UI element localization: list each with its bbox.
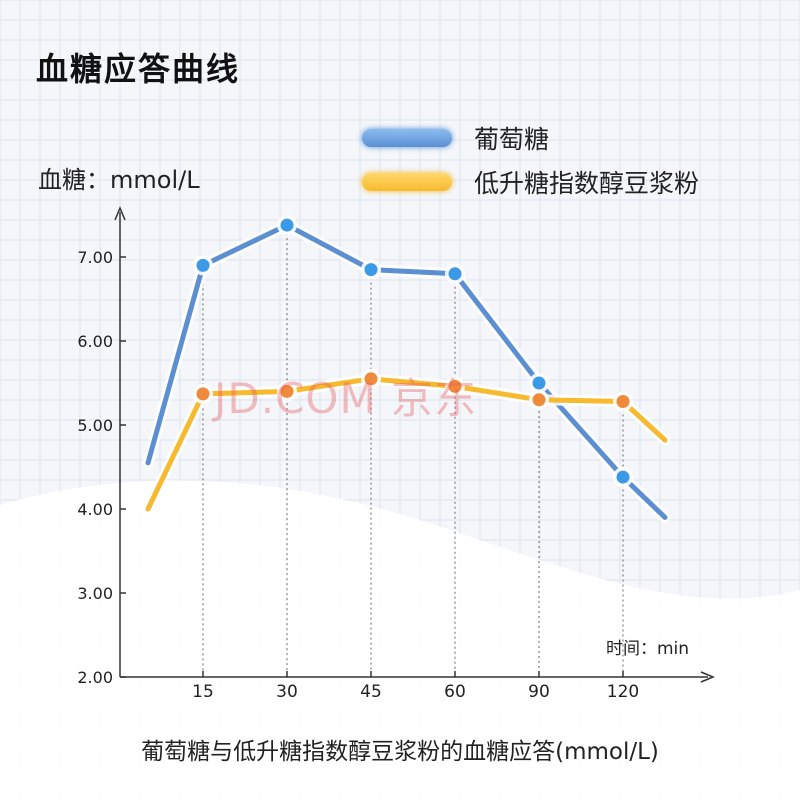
legend-swatch-glucose (362, 129, 452, 147)
legend-label-soy: 低升糖指数醇豆浆粉 (474, 169, 700, 198)
x-axis-unit-label: 时间：min (606, 639, 690, 659)
background-wave (0, 480, 800, 800)
x-tick-label: 45 (360, 682, 382, 702)
data-point-0-2 (364, 263, 378, 277)
data-point-0-4 (532, 376, 546, 390)
data-point-1-5 (616, 394, 630, 408)
y-tick-label: 2.00 (77, 668, 113, 687)
legend-label-glucose: 葡萄糖 (474, 125, 550, 154)
data-point-0-5 (616, 470, 630, 484)
data-point-1-1 (280, 384, 294, 398)
y-tick-label: 5.00 (77, 416, 113, 435)
series-line-1 (145, 376, 668, 512)
chart-caption: 葡萄糖与低升糖指数醇豆浆粉的血糖应答(mmol/L) (141, 739, 659, 765)
data-point-1-3 (448, 379, 462, 393)
data-point-0-1 (280, 218, 294, 232)
y-tick-label: 4.00 (77, 500, 113, 519)
x-axis-arrow (700, 671, 715, 683)
y-tick-label: 7.00 (77, 248, 113, 267)
data-point-1-4 (532, 393, 546, 407)
x-tick-label: 120 (607, 682, 639, 702)
data-point-1-0 (196, 387, 210, 401)
legend-item-soy: 低升糖指数醇豆浆粉 (362, 164, 699, 200)
data-point-0-0 (196, 258, 210, 272)
x-tick-label: 60 (444, 682, 466, 702)
y-axis-arrow (114, 206, 126, 221)
chart-title: 血糖应答曲线 (36, 50, 241, 88)
watermark: JD.COM 京东 (214, 374, 478, 423)
y-tick-label: 6.00 (77, 332, 113, 351)
x-tick-label: 15 (192, 682, 214, 702)
data-point-0-3 (448, 267, 462, 281)
y-axis-label: 血糖：mmol/L (38, 166, 200, 194)
legend-item-glucose: 葡萄糖 (362, 120, 549, 156)
data-point-1-2 (364, 372, 378, 386)
x-tick-label: 30 (276, 682, 298, 702)
series-line-0 (145, 222, 668, 520)
legend-swatch-soy (362, 173, 452, 191)
x-tick-label: 90 (528, 682, 550, 702)
y-tick-label: 3.00 (77, 584, 113, 603)
